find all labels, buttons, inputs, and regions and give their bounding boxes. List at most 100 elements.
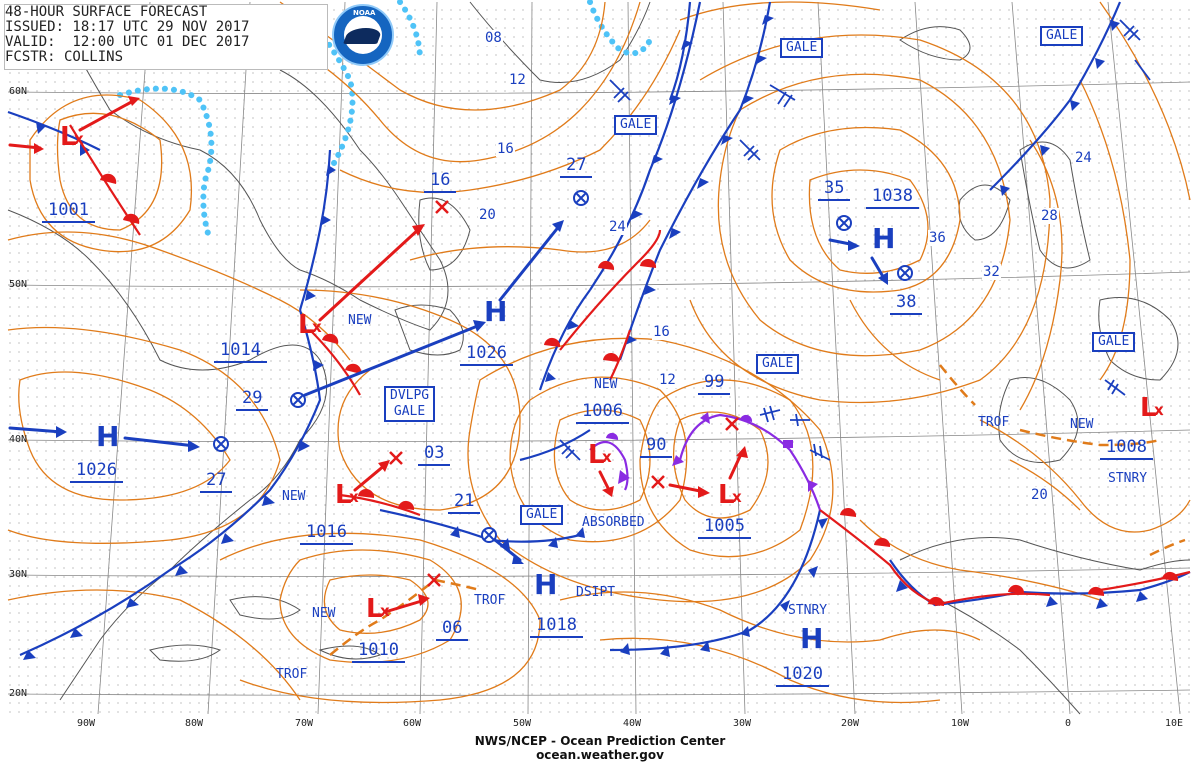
gale-warning-box: GALE: [780, 38, 824, 58]
low-symbol-7: L: [1140, 393, 1157, 423]
isobar-label: 24: [608, 219, 627, 235]
cold-front-barbs: [23, 15, 1148, 660]
low-symbol-4: L: [366, 594, 383, 624]
pressure-label: 38: [890, 292, 923, 315]
isobar-label: 32: [982, 264, 1001, 280]
pressure-label: 21: [448, 491, 481, 514]
dsipt-tag: DSIPT: [576, 585, 616, 600]
gale-warning-box: GALE: [614, 115, 658, 135]
footer-agency: NWS/NCEP - Ocean Prediction Center: [474, 734, 726, 748]
pressure-label: 35: [818, 178, 851, 201]
high-symbol: H: [872, 222, 896, 255]
gale-warning-box: GALE: [520, 505, 564, 525]
isobar-label: 36: [928, 230, 947, 246]
lon-label-20w: 20W: [840, 718, 861, 729]
low-symbol-5: L: [588, 440, 605, 470]
lon-label-40w: 40W: [622, 718, 643, 729]
lat-label-30n: 30N: [9, 569, 28, 580]
pressure-label: 1010: [352, 640, 405, 663]
low-x-7: x: [1154, 401, 1164, 419]
trof-tag: TROF: [474, 593, 506, 608]
isobar-label: 08: [484, 30, 503, 46]
troughs: [329, 364, 1186, 656]
pressure-label: 27: [560, 155, 593, 178]
graticule: [7, 1, 1191, 715]
occluded-fronts: [589, 413, 822, 511]
lat-label-40n: 40N: [9, 434, 28, 445]
low-symbol-1: L: [60, 122, 77, 152]
low-x-3: x: [349, 488, 359, 506]
high-symbol: H: [800, 622, 824, 655]
occluded-symbols: [606, 412, 818, 492]
pressure-label: 1005: [698, 516, 751, 539]
new-tag: NEW: [282, 489, 306, 504]
pressure-label: 1038: [866, 186, 919, 209]
new-tag: NEW: [348, 313, 372, 328]
isobar-label: 28: [1040, 208, 1059, 224]
pressure-label: 1018: [530, 615, 583, 638]
dot-grid: [8, 2, 1190, 714]
pressure-label: 27: [200, 470, 233, 493]
forecast-header: 48-HOUR SURFACE FORECAST ISSUED: 18:17 U…: [4, 4, 328, 70]
isobar-label: 20: [478, 207, 497, 223]
trof-tag: TROF: [978, 415, 1010, 430]
logo-text: NOAA: [353, 9, 376, 17]
lon-label-90w: 90W: [76, 718, 97, 729]
low-symbol-2: L: [298, 310, 315, 340]
lat-label-50n: 50N: [9, 279, 28, 290]
lon-label-10e: 10E: [1164, 718, 1185, 729]
developing-gale-line2: GALE: [393, 404, 426, 419]
pressure-label: 1006: [576, 401, 629, 424]
new-tag: NEW: [1070, 417, 1094, 432]
lat-label-20n: 20N: [9, 688, 28, 699]
lon-label-50w: 50W: [512, 718, 533, 729]
pressure-label: 1026: [70, 460, 123, 483]
low-x-5: x: [602, 448, 612, 466]
circled-x-symbols: [213, 190, 913, 543]
isobar-label: 24: [1074, 150, 1093, 166]
movement-arrows: [8, 98, 887, 614]
pressure-label: 1026: [460, 343, 513, 366]
low-symbol-3: L: [335, 480, 352, 510]
low-x-4: x: [380, 602, 390, 620]
footer-website: ocean.weather.gov: [536, 748, 664, 762]
pressure-label: 90: [640, 435, 673, 458]
low-x-1: x: [74, 130, 84, 148]
isobar-label: 20: [1030, 487, 1049, 503]
lat-label-60n: 60N: [9, 86, 28, 97]
gale-warning-box: GALE: [756, 354, 800, 374]
warm-front-bumps: [100, 173, 1179, 606]
gull-icon: [346, 22, 380, 44]
pressure-label: 1020: [776, 664, 829, 687]
new-tag: NEW: [594, 377, 618, 392]
warm-fronts: [69, 124, 1191, 607]
high-symbol: H: [96, 420, 120, 453]
forecaster: FCSTR: COLLINS: [5, 49, 124, 65]
gale-warning-box: GALE: [1040, 26, 1084, 46]
stnry-tag: STNRY: [788, 603, 828, 618]
lon-label-70w: 70W: [294, 718, 315, 729]
low-symbol-6: L: [718, 480, 735, 510]
isobars: [7, 1, 1191, 704]
issued-time: ISSUED: 18:17 UTC 29 NOV 2017: [5, 19, 250, 35]
pressure-label: 1001: [42, 200, 95, 223]
isobar-label: 12: [508, 72, 527, 88]
pressure-label: 1008: [1100, 437, 1153, 460]
pressure-label: 29: [236, 388, 269, 411]
low-x-6: x: [732, 488, 742, 506]
low-centers: Lx Lx Lx Lx Lx Lx Lx: [60, 122, 1164, 624]
lon-label-0: 0: [1064, 718, 1073, 729]
isobar-label: 12: [658, 372, 677, 388]
pressure-label: 06: [436, 618, 469, 641]
pressure-label: 03: [418, 443, 451, 466]
noaa-logo: NOAA: [332, 4, 394, 66]
wind-barbs: [559, 19, 1151, 461]
isobar-label: 16: [496, 141, 515, 157]
arrow-heads: [34, 96, 888, 606]
pressure-label: 1014: [214, 340, 267, 363]
developing-gale-box: DVLPG GALE: [384, 386, 436, 422]
product-title: 48-HOUR SURFACE FORECAST: [5, 4, 208, 20]
new-tag: NEW: [312, 606, 336, 621]
lon-label-10w: 10W: [950, 718, 971, 729]
isobar-label: 16: [652, 324, 671, 340]
